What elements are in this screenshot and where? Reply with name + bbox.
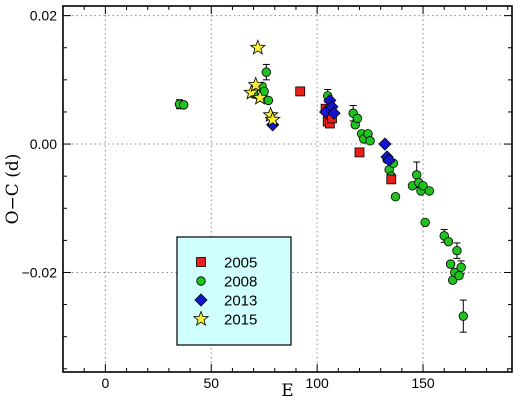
y-axis-title: O−C (d) [3, 154, 23, 225]
axis-ticks: 0 50 100 150 −0.02 0.00 0.02 [22, 6, 512, 391]
data-point-2013 [378, 137, 392, 151]
data-point-2015 [251, 89, 269, 105]
data-point-2008 [443, 236, 454, 247]
y-tick-label: 0.02 [30, 8, 57, 24]
data-point-2013 [382, 153, 396, 167]
grid [63, 6, 512, 372]
data-point-2008 [454, 270, 464, 281]
y-tick-label: −0.02 [22, 264, 58, 280]
data-point-2008 [418, 181, 428, 191]
data-point-2008 [420, 217, 430, 228]
legend-marker-2013 [194, 293, 208, 307]
x-tick-label: 150 [411, 375, 435, 391]
data-point-2015 [247, 76, 264, 92]
x-axis-title: E [281, 381, 293, 401]
data-point-2008 [365, 136, 375, 146]
data-point-2005 [295, 86, 306, 97]
data-point-2015 [249, 39, 267, 55]
legend-label-2013: 2013 [224, 293, 257, 310]
y-tick-label: 0.00 [30, 136, 57, 152]
legend-marker-2005 [196, 257, 206, 267]
data-point-2005 [354, 147, 365, 158]
legend-label-2015: 2015 [224, 312, 257, 329]
plot-frame [62, 5, 513, 373]
x-tick-label: 100 [305, 375, 329, 391]
x-tick-label: 50 [203, 375, 219, 391]
data-point-2008 [263, 95, 274, 106]
data-markers [174, 39, 468, 321]
legend-label-2008: 2008 [224, 274, 257, 291]
data-point-2013 [327, 106, 341, 120]
data-point-2008 [261, 67, 272, 77]
legend-marker-2008 [196, 276, 206, 286]
data-point-2008 [445, 259, 456, 269]
legend-label-2005: 2005 [224, 255, 257, 272]
data-point-2008 [456, 262, 466, 273]
data-point-2015 [243, 84, 260, 100]
data-point-2008 [352, 113, 363, 124]
data-point-2005 [386, 174, 397, 185]
data-point-2008 [424, 186, 435, 196]
legend-box [176, 236, 292, 346]
data-point-2015 [264, 111, 281, 127]
data-point-2008 [458, 311, 468, 321]
data-point-2008 [179, 100, 189, 110]
legend-marker-2015 [192, 310, 210, 326]
data-point-2008 [390, 192, 401, 202]
legend: 2005 2008 2013 2015 [176, 236, 292, 346]
data-point-2008 [411, 170, 422, 180]
data-point-2008 [452, 245, 462, 256]
x-tick-label: 0 [101, 375, 109, 391]
